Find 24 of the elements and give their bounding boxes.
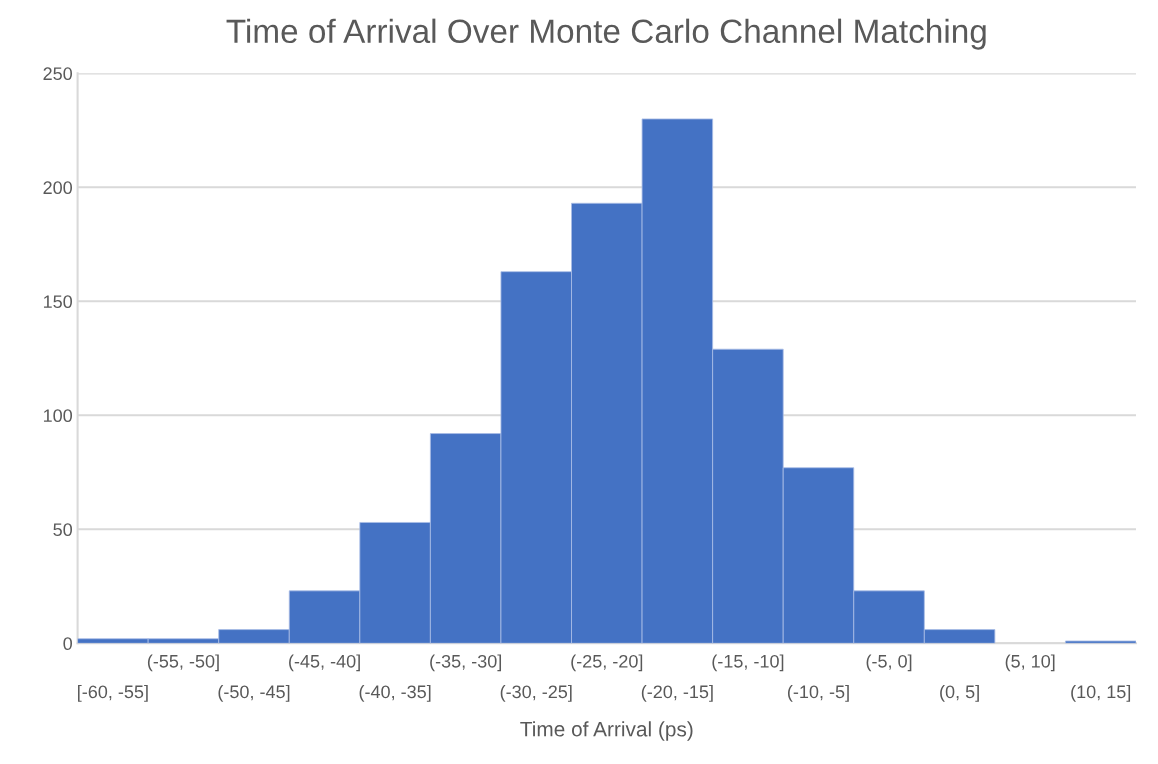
x-tick-label: (-5, 0] (866, 654, 912, 672)
x-tick-label: (-30, -25] (500, 684, 572, 702)
x-tick-label: (-35, -30] (430, 654, 502, 672)
y-tick-label: 50 (53, 523, 73, 537)
x-tick-label: [-60, -55] (78, 684, 148, 702)
x-tick-label: (-55, -50] (147, 654, 219, 672)
y-tick-label: 250 (43, 67, 73, 81)
x-tick-label: (-25, -20] (571, 654, 643, 672)
x-tick-label: (-40, -35] (359, 684, 431, 702)
x-tick-label: (-50, -45] (218, 684, 290, 702)
x-tick-label: (5, 10] (1005, 654, 1055, 672)
x-tick-label: (-15, -10] (712, 654, 784, 672)
x-axis-title: Time of Arrival (ps) (520, 721, 693, 741)
x-tick-label: (0, 5] (940, 684, 979, 702)
y-tick-label: 150 (43, 295, 73, 309)
y-tick-label: 100 (43, 409, 73, 423)
chart-title: Time of Arrival Over Monte Carlo Channel Matching (226, 18, 986, 50)
x-tick-label: (-20, -15] (641, 684, 713, 702)
x-tick-label: (-10, -5] (787, 684, 849, 702)
y-tick-label: 0 (63, 637, 73, 651)
x-tick-label: (-45, -40] (289, 654, 360, 672)
y-tick-label: 200 (43, 181, 73, 195)
bar (1065, 640, 1136, 644)
x-tick-label: (10, 15] (1071, 684, 1131, 702)
